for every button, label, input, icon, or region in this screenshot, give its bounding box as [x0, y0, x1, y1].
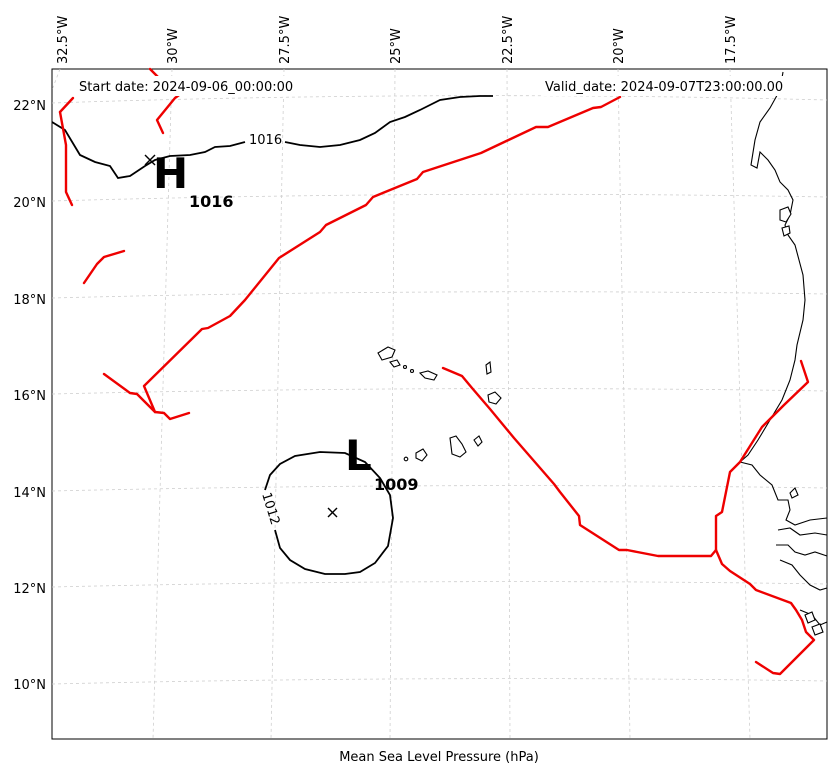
low-value: 1009	[374, 475, 419, 494]
lat-tick-label: 20°N	[13, 196, 46, 211]
front-line	[441, 359, 810, 558]
lon-tick-label: 20°W	[612, 28, 627, 64]
coastline-africa	[738, 71, 828, 636]
high-value: 1016	[189, 192, 234, 211]
lat-tick-label: 16°N	[13, 389, 46, 404]
front-line	[142, 95, 622, 414]
center-marker	[327, 507, 338, 518]
lat-tick-label: 22°N	[13, 99, 46, 114]
isobar-1012-low	[264, 451, 394, 575]
lat-tick-labels: 22°N 20°N 18°N 16°N 14°N 12°N 10°N	[13, 99, 46, 693]
high-letter: H	[153, 149, 188, 198]
islands-cape-verde	[377, 346, 502, 462]
lat-tick-label: 12°N	[13, 582, 46, 597]
lon-tick-label: 25°W	[389, 28, 404, 64]
lon-tick-label: 17.5°W	[724, 16, 739, 64]
front-line	[58, 110, 74, 207]
start-date-label: Start date: 2024-09-06_00:00:00	[79, 80, 293, 95]
map-frame	[51, 68, 828, 740]
lon-tick-label: 30°W	[166, 28, 181, 64]
lat-tick-label: 14°N	[13, 486, 46, 501]
front-line	[148, 67, 160, 79]
lon-tick-label: 32.5°W	[56, 16, 71, 64]
center-marker	[144, 154, 156, 166]
lon-tick-label: 22.5°W	[501, 16, 516, 64]
start-date-bg	[76, 76, 312, 96]
front-line	[82, 249, 126, 285]
front-line	[714, 548, 816, 676]
map-footer-label: Mean Sea Level Pressure (hPa)	[339, 750, 539, 765]
fronts	[58, 67, 816, 676]
isobar-label: 1016	[249, 133, 282, 148]
lat-tick-label: 10°N	[13, 678, 46, 693]
front-line	[58, 96, 75, 114]
lon-tick-labels: 32.5°W 30°W 27.5°W 25°W 22.5°W 20°W 17.5…	[56, 16, 739, 64]
lat-tick-label: 18°N	[13, 293, 46, 308]
valid-date-bg	[542, 76, 804, 96]
low-letter: L	[345, 431, 372, 480]
high-pressure-system: H 1016	[144, 149, 234, 211]
lon-tick-label: 27.5°W	[278, 16, 293, 64]
graticule	[51, 68, 828, 740]
isobar-1016-north	[51, 95, 493, 179]
low-pressure-system: L 1009	[327, 431, 419, 518]
valid-date-label: Valid_date: 2024-09-07T23:00:00.00	[545, 80, 783, 95]
